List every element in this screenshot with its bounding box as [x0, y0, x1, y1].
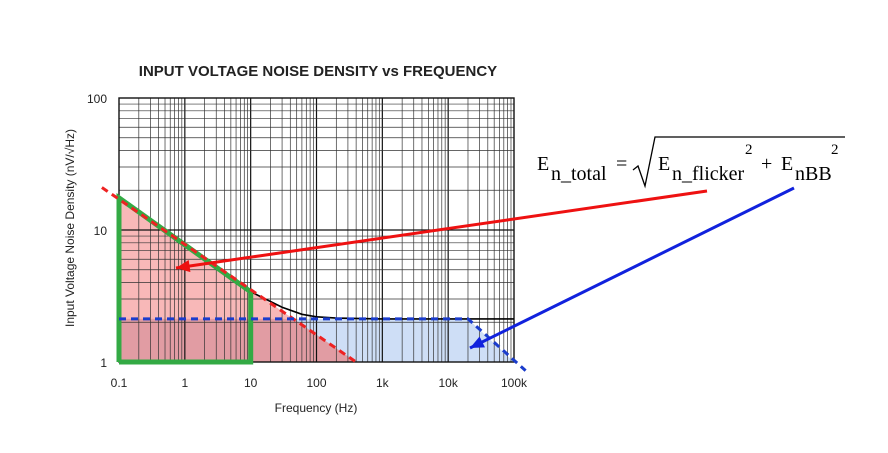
eq-lhs-sub: n_total — [551, 163, 607, 185]
flicker-arrow-head — [176, 259, 191, 273]
broadband-arrow-shaft — [469, 186, 795, 350]
y-tick-label: 1 — [100, 356, 107, 370]
chart-title: INPUT VOLTAGE NOISE DENSITY vs FREQUENCY — [139, 63, 497, 80]
x-tick-label: 1k — [376, 376, 390, 390]
broadband-noise-dashed-line — [119, 317, 527, 372]
x-tick-label: 10k — [438, 376, 458, 390]
sqrt-sign — [632, 136, 845, 189]
flicker-arrow-shaft — [175, 189, 708, 270]
eq-term2: E — [781, 153, 793, 175]
x-tick-label: 10 — [244, 376, 258, 390]
eq-term1-sub: n_flicker — [672, 163, 745, 185]
x-tick-label: 100 — [306, 376, 326, 390]
noise-equation: E n_total = E n_flicker 2 + E nBB 2 — [537, 136, 845, 189]
tick-labels: 0.1 1 10 100 1k 10k 100k 1 10 100 — [87, 92, 528, 390]
series-lines — [101, 186, 527, 372]
x-tick-label: 100k — [501, 376, 528, 390]
eq-plus: + — [761, 153, 772, 175]
y-axis-label: Input Voltage Noise Density (nV/√Hz) — [63, 129, 77, 327]
x-tick-label: 0.1 — [111, 376, 128, 390]
eq-term2-sub: nBB — [795, 163, 832, 185]
grid-lines — [119, 98, 514, 362]
integration-window-outline — [116, 193, 254, 365]
x-tick-label: 1 — [181, 376, 188, 390]
eq-term1: E — [658, 153, 670, 175]
eq-term2-sup: 2 — [831, 142, 839, 158]
broadband-arrow-head — [470, 336, 485, 348]
flicker-noise-dashed-line — [101, 186, 357, 364]
eq-equals: = — [616, 153, 627, 175]
eq-lhs: E — [537, 153, 549, 175]
eq-term1-sup: 2 — [745, 142, 753, 158]
x-axis-label: Frequency (Hz) — [275, 401, 358, 415]
y-tick-label: 100 — [87, 92, 107, 106]
annotation-arrows — [175, 186, 795, 350]
y-tick-label: 10 — [94, 224, 108, 238]
